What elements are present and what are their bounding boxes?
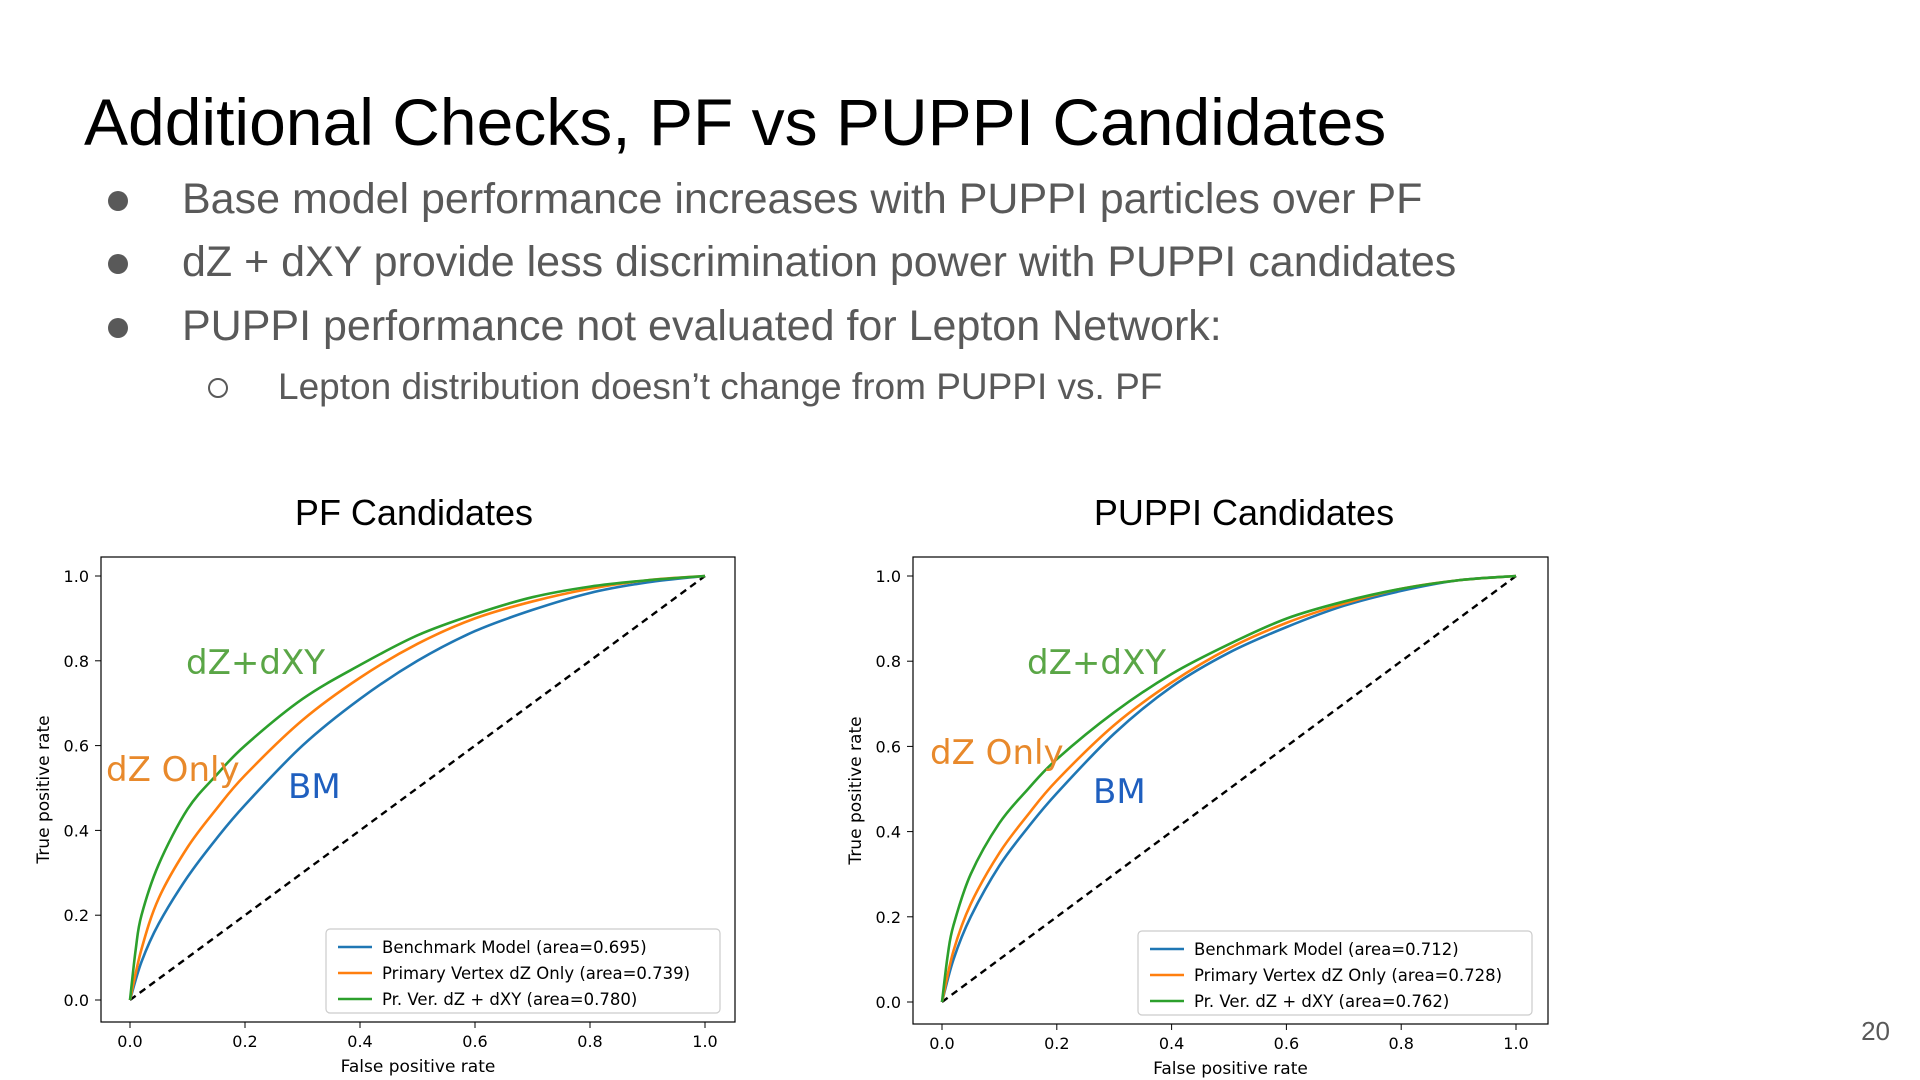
roc-curve-series-2: [128, 574, 706, 1001]
legend-entry: Primary Vertex dZ Only (area=0.728): [1194, 966, 1502, 985]
y-axis-label: True positive rate: [34, 715, 54, 864]
x-tick-label: 1.0: [1503, 1034, 1528, 1053]
bullet-item: PUPPI performance not evaluated for Lept…: [182, 302, 1222, 350]
x-tick-label: 0.6: [462, 1032, 487, 1051]
bullet-dot-icon: [108, 191, 128, 211]
curve-annotation: BM: [1093, 772, 1146, 812]
roc-curve-series-0: [940, 574, 1517, 1003]
x-tick-label: 1.0: [692, 1032, 717, 1051]
chart-title-puppi: PUPPI Candidates: [1093, 492, 1395, 533]
curve-annotation: dZ Only: [106, 750, 240, 790]
roc-curve-series-2: [940, 574, 1517, 1003]
legend-box: [325, 928, 721, 1014]
x-tick-label: 0.6: [1274, 1034, 1299, 1053]
y-tick-label: 1.0: [64, 567, 89, 586]
y-tick-label: 0.6: [64, 737, 89, 756]
x-axis-label: False positive rate: [1153, 1059, 1308, 1079]
legend-entry: Pr. Ver. dZ + dXY (area=0.762): [1194, 992, 1449, 1011]
page-number: 20: [1861, 1016, 1890, 1046]
sub-bullet-ring-icon: [208, 378, 228, 398]
y-tick-label: 0.6: [876, 737, 901, 756]
x-tick-label: 0.0: [117, 1032, 142, 1051]
x-tick-label: 0.4: [1159, 1034, 1184, 1053]
curve-annotation: dZ Only: [930, 733, 1064, 773]
x-axis-label: False positive rate: [341, 1057, 496, 1077]
legend-entry: Primary Vertex dZ Only (area=0.739): [382, 964, 690, 983]
y-tick-label: 0.8: [64, 652, 89, 671]
x-tick-label: 0.8: [577, 1032, 602, 1051]
bullet-item: dZ + dXY provide less discrimination pow…: [182, 238, 1457, 286]
roc-curve-series-1: [128, 574, 706, 1001]
y-tick-label: 0.2: [876, 908, 901, 927]
y-tick-label: 0.2: [64, 906, 89, 925]
bullet-dot-icon: [108, 318, 128, 338]
x-tick-label: 0.4: [347, 1032, 372, 1051]
legend-entry: Pr. Ver. dZ + dXY (area=0.780): [382, 990, 637, 1009]
legend-box: [1137, 930, 1533, 1016]
slide-title: Additional Checks, PF vs PUPPI Candidate…: [84, 85, 1387, 159]
y-tick-label: 0.4: [876, 823, 901, 842]
bullet-dot-icon: [108, 254, 128, 274]
bullet-item: Base model performance increases with PU…: [182, 175, 1423, 223]
curve-annotation: BM: [288, 767, 341, 807]
chart-title-pf: PF Candidates: [294, 492, 534, 533]
y-tick-label: 0.8: [876, 652, 901, 671]
y-tick-label: 0.4: [64, 821, 89, 840]
legend-entry: Benchmark Model (area=0.712): [1194, 940, 1459, 959]
roc-curve-series-0: [128, 574, 706, 1001]
x-tick-label: 0.2: [1044, 1034, 1069, 1053]
x-tick-label: 0.0: [929, 1034, 954, 1053]
x-tick-label: 0.8: [1388, 1034, 1413, 1053]
y-axis-label: True positive rate: [846, 716, 866, 865]
legend-entry: Benchmark Model (area=0.695): [382, 938, 647, 957]
plot-frame: [100, 556, 736, 1023]
x-tick-label: 0.2: [232, 1032, 257, 1051]
curve-annotation: dZ+dXY: [1027, 643, 1166, 683]
y-tick-label: 0.0: [876, 993, 901, 1012]
curve-annotation: dZ+dXY: [186, 643, 325, 683]
y-tick-label: 0.0: [64, 991, 89, 1010]
y-tick-label: 1.0: [876, 567, 901, 586]
plot-frame: [912, 556, 1549, 1025]
sub-bullet-item: Lepton distribution doesn’t change from …: [278, 366, 1163, 407]
